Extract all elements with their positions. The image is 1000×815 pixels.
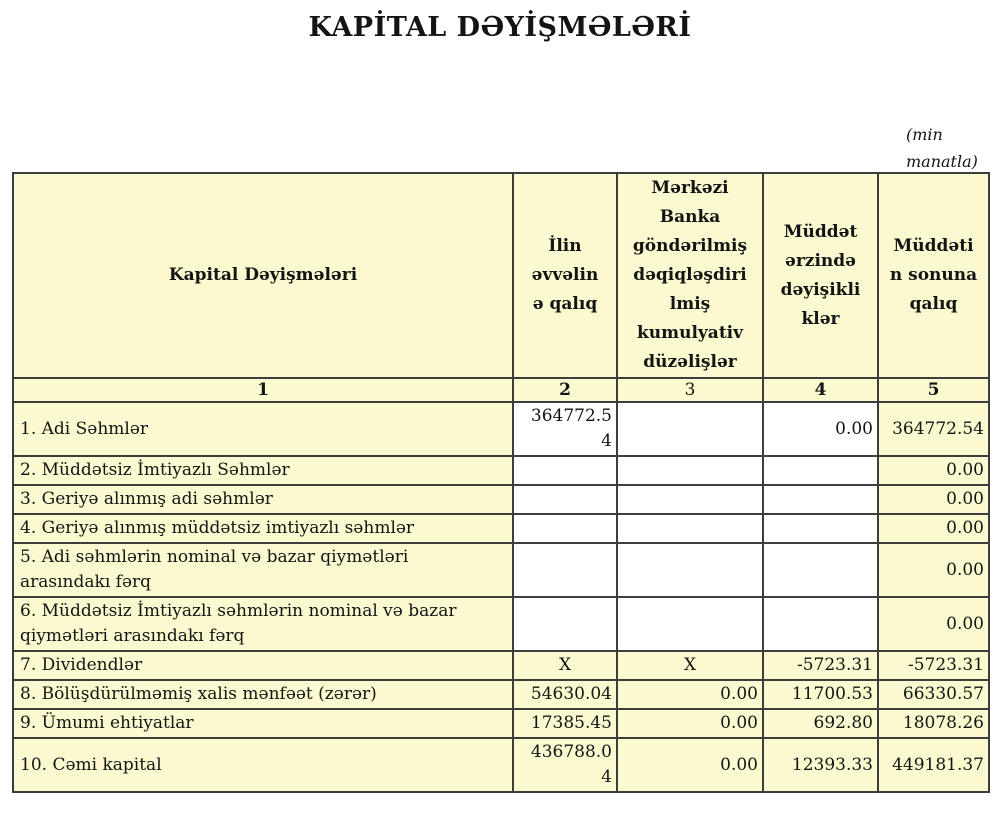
table-row: 8. Bölüşdürülməmiş xalis mənfəət (zərər)… [12, 679, 990, 710]
value-cell: X [512, 650, 618, 681]
value-cell: 364772.5 4 [512, 401, 618, 457]
row-label: 4. Geriyə alınmış müddətsiz imtiyazlı sə… [12, 513, 514, 544]
column-number-2: 2 [512, 377, 618, 403]
value-cell [762, 484, 879, 515]
value-cell [762, 596, 879, 652]
value-cell [616, 484, 764, 515]
row-label: 8. Bölüşdürülməmiş xalis mənfəət (zərər) [12, 679, 514, 710]
header-muddetin-sonuna-qaliq: Müddəti n sonuna qalıq [877, 172, 990, 379]
value-cell: 436788.0 4 [512, 737, 618, 793]
value-cell: 0.00 [762, 401, 879, 457]
table-header-row: Kapital Dəyişmələri İlin əvvəlin ə qalıq… [12, 172, 990, 379]
value-cell: 17385.45 [512, 708, 618, 739]
value-cell: 692.80 [762, 708, 879, 739]
value-cell: 66330.57 [877, 679, 990, 710]
value-cell: 0.00 [877, 455, 990, 486]
table-row: 6. Müddətsiz İmtiyazlı səhmlərin nominal… [12, 596, 990, 652]
value-cell [512, 542, 618, 598]
value-cell [762, 542, 879, 598]
value-cell: 364772.54 [877, 401, 990, 457]
header-kapital-deyishmeleri: Kapital Dəyişmələri [12, 172, 514, 379]
value-cell: -5723.31 [762, 650, 879, 681]
table-row: 7. Dividendlər X X -5723.31 -5723.31 [12, 650, 990, 681]
column-number-4: 4 [762, 377, 879, 403]
value-cell: 18078.26 [877, 708, 990, 739]
value-cell: -5723.31 [877, 650, 990, 681]
value-cell: 0.00 [877, 513, 990, 544]
row-label: 10. Cəmi kapital [12, 737, 514, 793]
capital-changes-table: Kapital Dəyişmələri İlin əvvəlin ə qalıq… [12, 172, 990, 793]
header-merkezi-banka-duzelishler: Mərkəzi Banka göndərilmiş dəqiqləşdiri l… [616, 172, 764, 379]
column-number-1: 1 [12, 377, 514, 403]
table-row: 5. Adi səhmlərin nominal və bazar qiymət… [12, 542, 990, 598]
row-label: 5. Adi səhmlərin nominal və bazar qiymət… [12, 542, 514, 598]
value-cell: 0.00 [877, 542, 990, 598]
value-cell: 0.00 [616, 737, 764, 793]
value-cell [512, 455, 618, 486]
value-cell [616, 401, 764, 457]
value-cell [512, 513, 618, 544]
value-cell: X [616, 650, 764, 681]
column-number-3: 3 [616, 377, 764, 403]
value-cell [616, 596, 764, 652]
value-cell: 0.00 [616, 679, 764, 710]
value-cell [616, 455, 764, 486]
row-label: 2. Müddətsiz İmtiyazlı Səhmlər [12, 455, 514, 486]
header-ilin-evveline-qaliq: İlin əvvəlin ə qalıq [512, 172, 618, 379]
table-row: 9. Ümumi ehtiyatlar 17385.45 0.00 692.80 180… [12, 708, 990, 739]
value-cell: 0.00 [877, 484, 990, 515]
table-row: 3. Geriyə alınmış adi səhmlər 0.00 [12, 484, 990, 515]
value-cell: 54630.04 [512, 679, 618, 710]
table-row: 4. Geriyə alınmış müddətsiz imtiyazlı sə… [12, 513, 990, 544]
value-cell [512, 596, 618, 652]
value-cell: 11700.53 [762, 679, 879, 710]
units-note: (min manatla) [906, 125, 978, 171]
column-number-5: 5 [877, 377, 990, 403]
row-label: 6. Müddətsiz İmtiyazlı səhmlərin nominal… [12, 596, 514, 652]
value-cell [512, 484, 618, 515]
value-cell [616, 542, 764, 598]
page-title: KAPİTAL DƏYİŞMƏLƏRİ [308, 12, 692, 43]
row-label: 1. Adi Səhmlər [12, 401, 514, 457]
row-label: 3. Geriyə alınmış adi səhmlər [12, 484, 514, 515]
value-cell [616, 513, 764, 544]
value-cell: 0.00 [616, 708, 764, 739]
table-row: 2. Müddətsiz İmtiyazlı Səhmlər 0.00 [12, 455, 990, 486]
table-row: 10. Cəmi kapital 436788.0 4 0.00 12393.33 44… [12, 737, 990, 793]
table-row: 1. Adi Səhmlər 364772.5 4 0.00 364772.54 [12, 401, 990, 457]
row-label: 9. Ümumi ehtiyatlar [12, 708, 514, 739]
header-mudded-erzinde-deyishiklikler: Müddət ərzində dəyişikli klər [762, 172, 879, 379]
value-cell: 12393.33 [762, 737, 879, 793]
value-cell: 449181.37 [877, 737, 990, 793]
value-cell [762, 455, 879, 486]
row-label: 7. Dividendlər [12, 650, 514, 681]
value-cell: 0.00 [877, 596, 990, 652]
value-cell [762, 513, 879, 544]
